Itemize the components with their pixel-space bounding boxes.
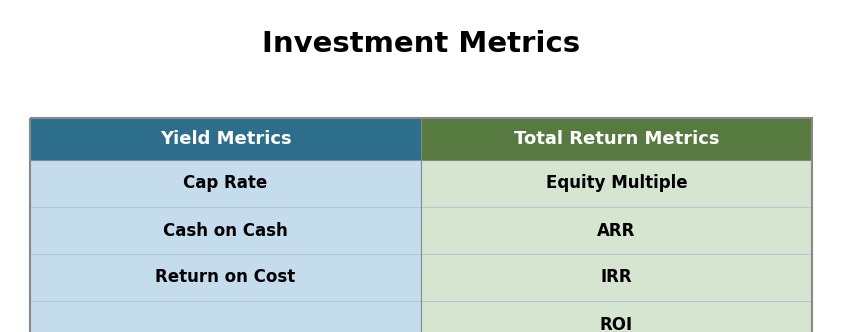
Text: Return on Cost: Return on Cost: [156, 269, 296, 287]
Text: Equity Multiple: Equity Multiple: [546, 175, 687, 193]
Text: IRR: IRR: [600, 269, 632, 287]
Bar: [30, 301, 421, 332]
Bar: [421, 301, 812, 332]
Text: ARR: ARR: [597, 221, 636, 239]
Bar: [421, 254, 812, 301]
Bar: [421, 118, 812, 160]
Text: Cap Rate: Cap Rate: [184, 175, 268, 193]
Text: Total Return Metrics: Total Return Metrics: [514, 130, 719, 148]
Text: Yield Metrics: Yield Metrics: [160, 130, 291, 148]
Bar: [30, 118, 812, 332]
Text: Cash on Cash: Cash on Cash: [163, 221, 288, 239]
Bar: [30, 160, 421, 207]
Text: ROI: ROI: [600, 315, 633, 332]
Bar: [30, 118, 421, 160]
Bar: [30, 254, 421, 301]
Text: Investment Metrics: Investment Metrics: [262, 30, 580, 58]
Bar: [421, 160, 812, 207]
Bar: [30, 207, 421, 254]
Bar: [421, 207, 812, 254]
